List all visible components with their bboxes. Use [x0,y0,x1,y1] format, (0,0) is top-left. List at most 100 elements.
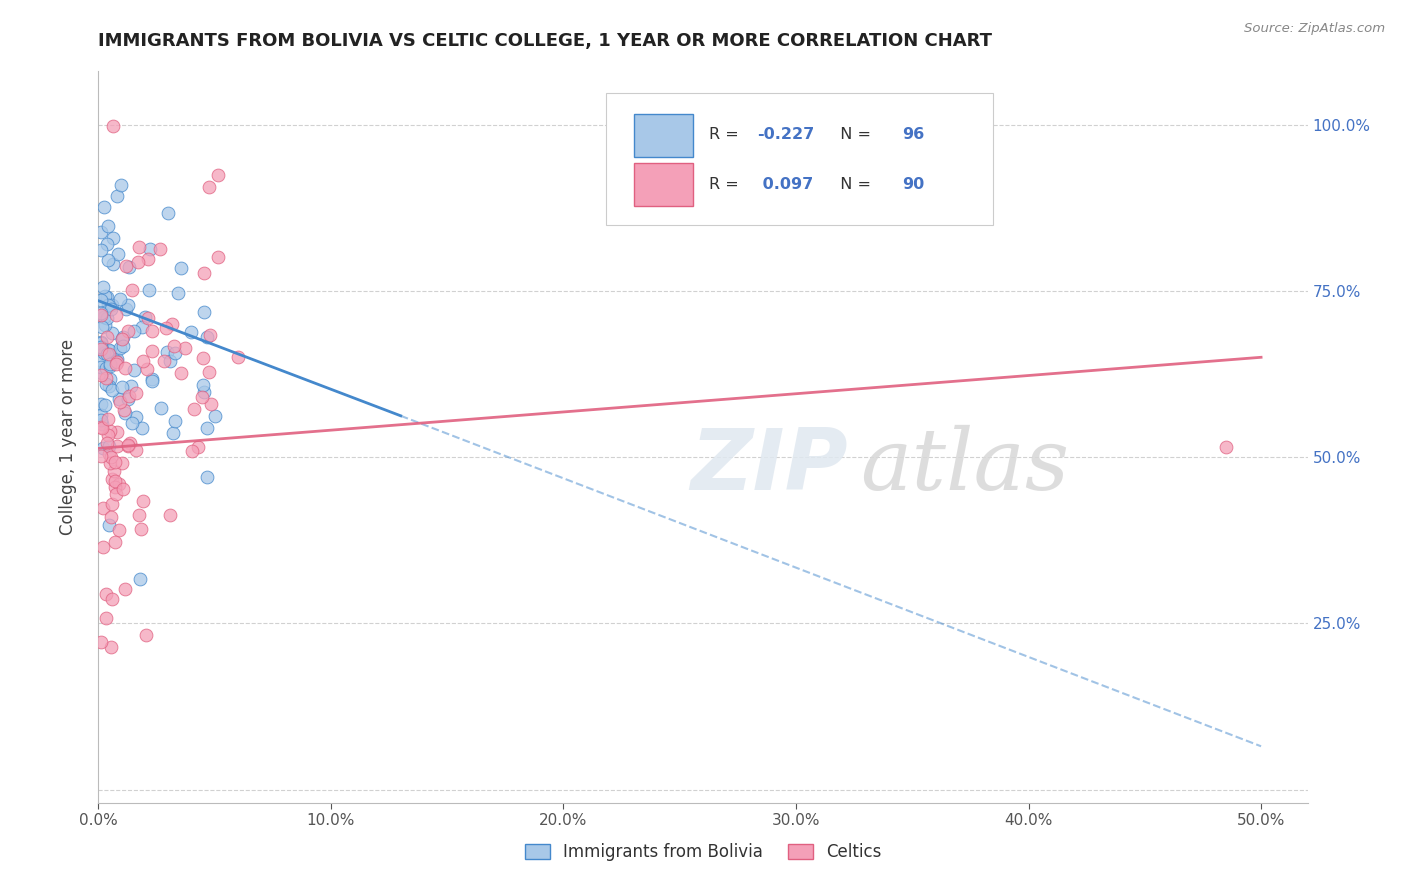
Point [121,283,143,297]
Point [107,392,129,406]
Point [98,447,121,461]
Point [162,338,184,352]
Point [125,385,148,400]
Point [90,420,112,434]
Point [90,225,112,239]
Point [111,330,134,344]
Point [195,330,218,344]
Point [97,298,120,312]
Text: 96: 96 [903,128,925,143]
Point [191,378,214,392]
Point [96,310,118,325]
Point [128,508,150,522]
Point [100,424,122,438]
Point [93,310,115,324]
Point [207,250,229,264]
Point [94,361,117,376]
Point [94,289,117,303]
Point [111,456,134,470]
Point [108,342,131,356]
Point [90,293,112,308]
Point [181,444,204,458]
Point [170,261,193,276]
Point [97,219,120,234]
Point [90,635,112,649]
Point [104,474,127,488]
Point [108,476,131,491]
Point [90,359,112,374]
Point [226,350,249,364]
Point [104,308,127,322]
Point [96,347,118,361]
Point [112,403,135,417]
Point [96,371,118,385]
Point [117,298,139,312]
Point [104,480,127,494]
Point [155,321,177,335]
Point [134,310,156,324]
Point [128,240,150,254]
Point [98,359,121,373]
Point [100,497,122,511]
FancyBboxPatch shape [634,114,693,157]
Point [98,456,121,470]
Point [159,353,181,368]
Point [98,343,121,358]
Point [91,541,114,555]
Point [114,582,136,596]
Point [207,168,229,182]
Point [163,414,186,428]
Point [107,439,129,453]
Point [104,487,127,501]
Point [94,611,117,625]
Point [127,254,149,268]
Point [204,409,226,423]
Point [97,412,120,426]
Point [90,306,112,320]
Point [98,372,121,386]
Point [108,395,131,409]
Point [90,342,112,356]
Point [122,362,145,376]
Point [117,438,139,452]
Point [91,501,114,516]
Legend: Immigrants from Bolivia, Celtics: Immigrants from Bolivia, Celtics [517,837,889,868]
Point [120,435,142,450]
Point [97,439,120,453]
Point [90,340,112,354]
Point [120,379,142,393]
Text: ZIP: ZIP [690,425,848,508]
Text: N =: N = [830,128,876,143]
Point [193,266,215,280]
Point [90,353,112,368]
Point [129,572,152,586]
Text: 90: 90 [903,177,925,192]
Text: atlas: atlas [860,425,1070,508]
Point [104,455,127,469]
Point [90,308,112,322]
Point [98,378,121,392]
Point [90,397,112,411]
Point [156,344,179,359]
Point [101,592,124,607]
Point [195,420,218,434]
Point [132,494,155,508]
Point [114,360,136,375]
Point [121,417,143,431]
Point [96,376,118,391]
Point [200,397,222,411]
Point [183,402,205,417]
Point [98,518,121,533]
Point [90,450,112,464]
Point [1215,440,1237,454]
Point [138,283,160,297]
Point [118,260,141,274]
Point [129,522,152,536]
Point [167,286,190,301]
Text: R =: R = [709,177,744,192]
Point [125,443,148,458]
Text: 0.097: 0.097 [758,177,814,192]
Point [107,355,129,369]
Point [114,406,136,420]
Point [107,524,129,538]
